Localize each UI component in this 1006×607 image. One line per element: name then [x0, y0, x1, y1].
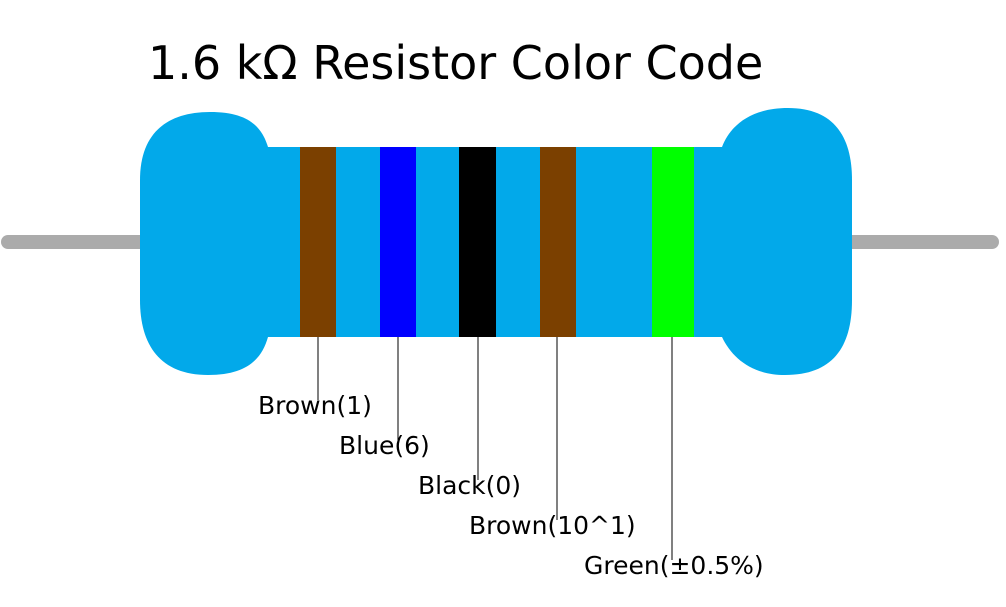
resistor-left-end-cap: [140, 112, 268, 375]
band-1-brown: [300, 147, 336, 337]
band-5-green: [652, 147, 694, 337]
band-leader-lines: [317, 337, 673, 560]
band-5-label: Green(±0.5%): [584, 551, 764, 580]
color-bands: [300, 147, 694, 337]
band-labels: Brown(1) Blue(6) Black(0) Brown(10^1) Green(…: [258, 391, 764, 580]
resistor-right-end-cap: [722, 108, 852, 375]
band-1-label: Brown(1): [258, 391, 372, 420]
band-4-brown: [540, 147, 576, 337]
band-2-blue: [380, 147, 416, 337]
band-4-label: Brown(10^1): [469, 511, 636, 540]
page-title: 1.6 kΩ Resistor Color Code: [148, 36, 763, 90]
band-3-label: Black(0): [418, 471, 521, 500]
band-2-label: Blue(6): [339, 431, 430, 460]
band-3-black: [459, 147, 496, 337]
